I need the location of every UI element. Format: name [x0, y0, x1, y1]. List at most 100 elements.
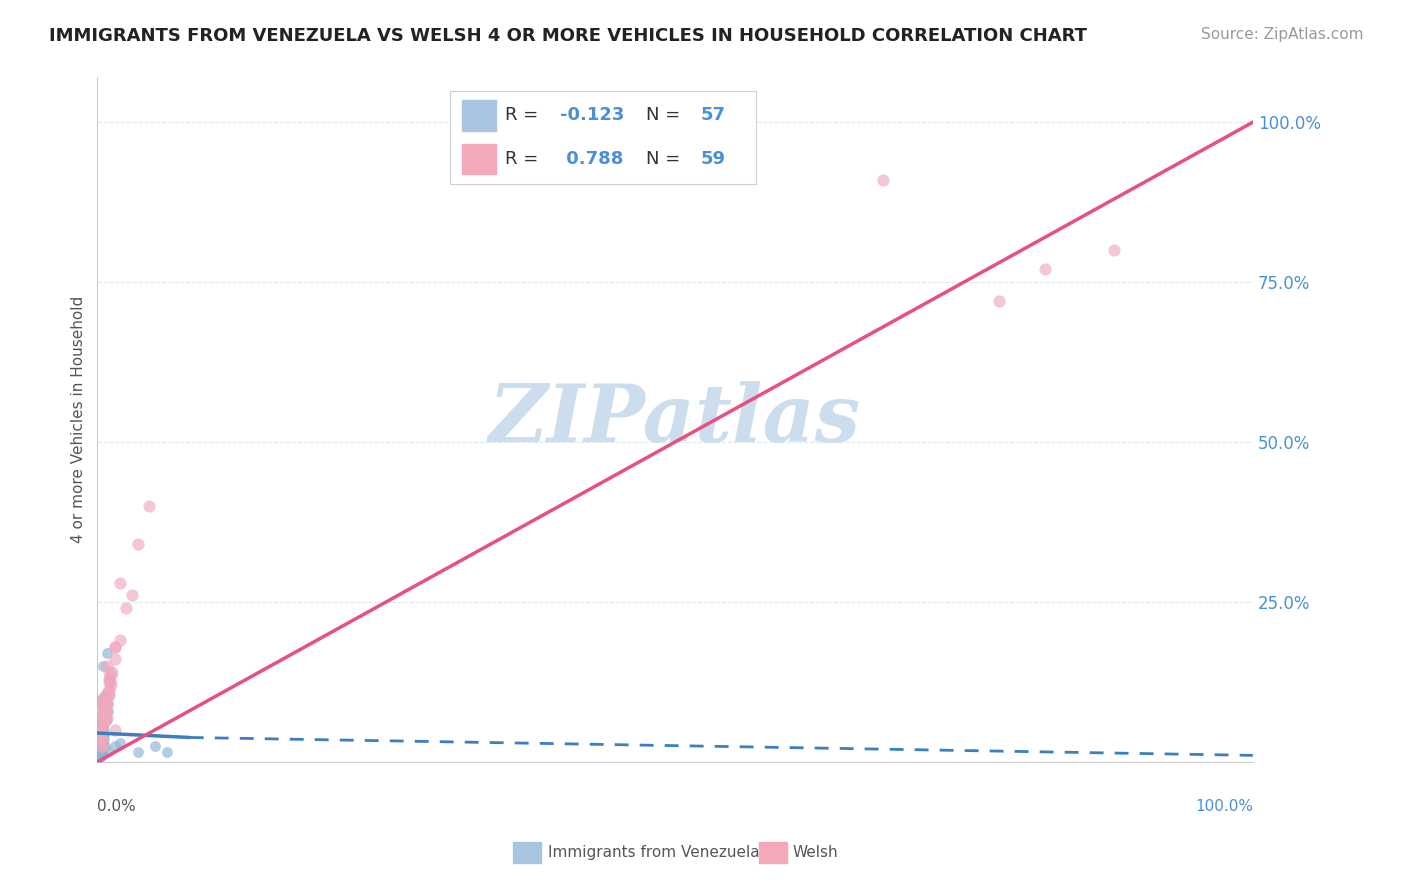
Point	[91, 739, 114, 753]
Point	[87, 749, 110, 764]
Point	[96, 658, 118, 673]
Point	[91, 723, 114, 737]
Point	[96, 697, 118, 711]
Point	[93, 726, 115, 740]
Point	[115, 601, 138, 615]
Point	[89, 736, 111, 750]
Point	[138, 499, 160, 513]
Point	[97, 684, 120, 698]
Point	[91, 726, 114, 740]
Point	[91, 745, 114, 759]
Point	[94, 704, 117, 718]
Point	[90, 732, 112, 747]
Point	[89, 739, 111, 753]
Point	[110, 575, 132, 590]
Point	[91, 720, 114, 734]
Point	[97, 688, 120, 702]
Text: 0.0%: 0.0%	[97, 799, 136, 814]
Point	[90, 710, 112, 724]
Point	[94, 704, 117, 718]
Point	[93, 710, 115, 724]
Point	[127, 745, 149, 759]
Point	[91, 716, 114, 731]
Point	[91, 739, 114, 753]
Point	[89, 716, 111, 731]
Point	[94, 706, 117, 721]
Point	[91, 748, 114, 763]
Point	[94, 739, 117, 753]
Point	[91, 726, 114, 740]
Text: ZIPatlas: ZIPatlas	[489, 381, 860, 458]
Point	[94, 710, 117, 724]
Point	[104, 640, 127, 654]
Point	[93, 710, 115, 724]
Point	[96, 713, 118, 727]
Point	[90, 732, 112, 747]
Point	[91, 720, 114, 734]
Point	[96, 710, 118, 724]
Point	[872, 173, 894, 187]
Point	[90, 732, 112, 747]
Point	[97, 665, 120, 680]
Point	[87, 739, 110, 753]
Point	[104, 723, 127, 737]
Point	[93, 704, 115, 718]
Point	[91, 690, 114, 705]
Point	[110, 736, 132, 750]
Point	[987, 294, 1010, 309]
Point	[97, 684, 120, 698]
Point	[97, 704, 120, 718]
Point	[91, 716, 114, 731]
Point	[93, 732, 115, 747]
Point	[93, 706, 115, 721]
Point	[90, 713, 112, 727]
Point	[97, 672, 120, 686]
Point	[91, 713, 114, 727]
Point	[91, 723, 114, 737]
Point	[87, 739, 110, 753]
Point	[1102, 243, 1125, 257]
Point	[90, 745, 112, 759]
Point	[89, 745, 111, 759]
Point	[96, 646, 118, 660]
Point	[93, 716, 115, 731]
Point	[90, 726, 112, 740]
Point	[87, 732, 110, 747]
Point	[90, 739, 112, 753]
Point	[90, 732, 112, 747]
Point	[89, 742, 111, 756]
Point	[93, 713, 115, 727]
Point	[90, 732, 112, 747]
Point	[100, 668, 122, 682]
Point	[87, 694, 110, 708]
Point	[104, 652, 127, 666]
Point	[97, 674, 120, 689]
Point	[90, 726, 112, 740]
Point	[91, 732, 114, 747]
Point	[91, 658, 114, 673]
Point	[1033, 262, 1056, 277]
Point	[91, 726, 114, 740]
Text: 100.0%: 100.0%	[1195, 799, 1253, 814]
Text: Source: ZipAtlas.com: Source: ZipAtlas.com	[1201, 27, 1364, 42]
Point	[96, 697, 118, 711]
Point	[90, 716, 112, 731]
Point	[89, 745, 111, 759]
Point	[87, 736, 110, 750]
Point	[96, 690, 118, 705]
Point	[94, 688, 117, 702]
Point	[91, 694, 114, 708]
Point	[127, 537, 149, 551]
Point	[91, 726, 114, 740]
Point	[87, 729, 110, 743]
Point	[87, 745, 110, 759]
Point	[91, 726, 114, 740]
Point	[91, 729, 114, 743]
Point	[90, 736, 112, 750]
Point	[89, 700, 111, 714]
Point	[97, 672, 120, 686]
Point	[87, 729, 110, 743]
Point	[156, 745, 179, 759]
Point	[90, 739, 112, 753]
Point	[104, 640, 127, 654]
